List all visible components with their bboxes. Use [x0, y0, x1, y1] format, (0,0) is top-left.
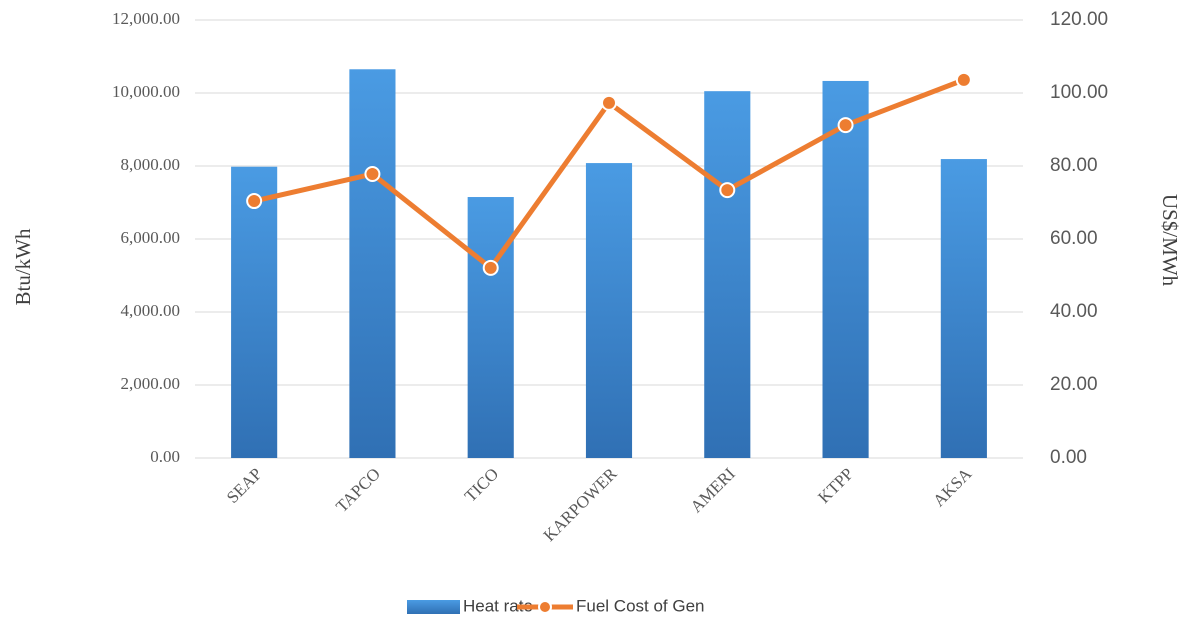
line-marker [601, 94, 617, 111]
bar [585, 163, 633, 458]
y-tick-label: 8,000.00 [121, 155, 181, 174]
y-tick-label: 12,000.00 [112, 9, 180, 28]
y2-tick-label: 100.00 [1050, 82, 1108, 103]
y2-tick-label: 80.00 [1050, 155, 1098, 176]
bar [704, 91, 751, 459]
line-marker [837, 117, 854, 134]
bar [349, 69, 396, 459]
bar [940, 159, 987, 458]
y2-tick-label: 40.00 [1050, 301, 1098, 322]
y-tick-label: 0.00 [150, 447, 180, 466]
y-tick-label: 6,000.00 [121, 228, 181, 247]
y2-tick-label: 120.00 [1050, 9, 1108, 30]
y2-tick-label: 60.00 [1050, 228, 1098, 249]
line-marker [364, 166, 381, 183]
x-tick-label: AMERI [687, 464, 739, 516]
y2-axis-title: US$/MWh [1158, 194, 1182, 287]
y-tick-label: 2,000.00 [121, 374, 181, 393]
line-marker [482, 259, 499, 276]
line-marker [955, 71, 972, 88]
x-tick-label: AKSA [929, 464, 976, 511]
x-tick-label: TICO [461, 464, 502, 505]
legend-swatch [538, 600, 552, 614]
y-axis-title: Btu/kWh [11, 228, 35, 305]
legend-label: Heat rate [463, 596, 533, 615]
x-tick-label: SEAP [223, 464, 266, 507]
y2-tick-label: 20.00 [1050, 374, 1098, 395]
y-tick-label: 4,000.00 [121, 301, 181, 320]
bar [467, 197, 514, 458]
line-marker [246, 193, 263, 210]
line-marker [719, 182, 736, 199]
x-tick-label: KARPOWER [540, 464, 621, 545]
x-tick-label: TAPCO [332, 464, 384, 516]
legend-swatch [407, 600, 460, 614]
x-tick-label: KTPP [814, 464, 857, 507]
legend-label: Fuel Cost of Gen [576, 596, 705, 615]
y2-tick-label: 0.00 [1050, 447, 1087, 468]
y-tick-label: 10,000.00 [112, 82, 180, 101]
bar [231, 166, 278, 459]
bar [822, 80, 869, 458]
